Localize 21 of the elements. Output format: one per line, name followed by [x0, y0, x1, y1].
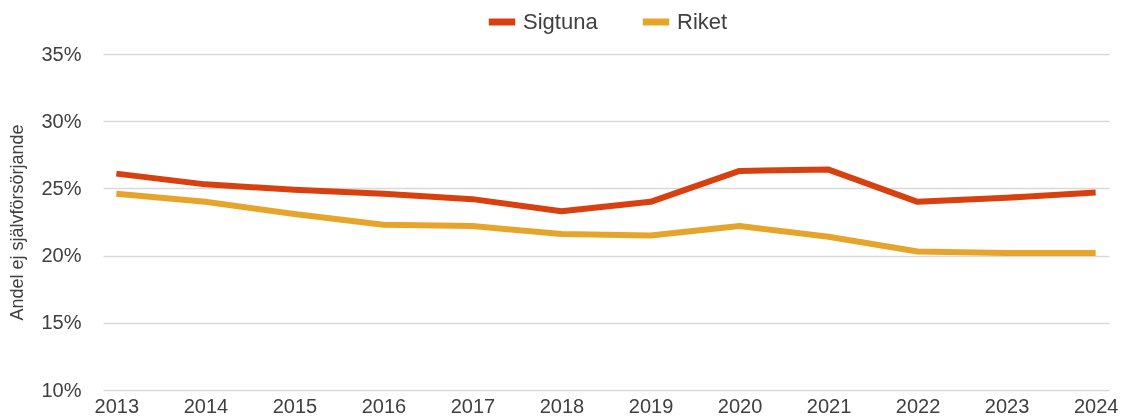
x-tick-label: 2018 [539, 394, 585, 417]
x-tick-label: 2022 [895, 394, 941, 417]
y-tick-label: 10% [41, 378, 82, 401]
x-tick-label: 2021 [806, 394, 852, 417]
y-tick-label: 25% [41, 176, 82, 199]
x-tick-label: 2015 [272, 394, 318, 417]
x-tick-label: 2016 [361, 394, 407, 417]
x-tick-label: 2020 [717, 394, 763, 417]
x-tick-label: 2017 [450, 394, 496, 417]
x-tick-label: 2014 [183, 394, 229, 417]
legend-label: Sigtuna [523, 9, 599, 34]
y-tick-label: 20% [41, 244, 82, 267]
x-tick-label: 2013 [94, 394, 140, 417]
x-tick-label: 2023 [984, 394, 1030, 417]
x-tick-label: 2024 [1073, 394, 1119, 417]
y-tick-label: 15% [41, 311, 82, 334]
y-tick-label: 30% [41, 109, 82, 132]
y-axis-title: Andel ej självförsörjande [7, 124, 28, 321]
x-tick-label: 2019 [628, 394, 674, 417]
y-tick-label: 35% [41, 42, 82, 65]
legend-label: Riket [677, 9, 728, 34]
